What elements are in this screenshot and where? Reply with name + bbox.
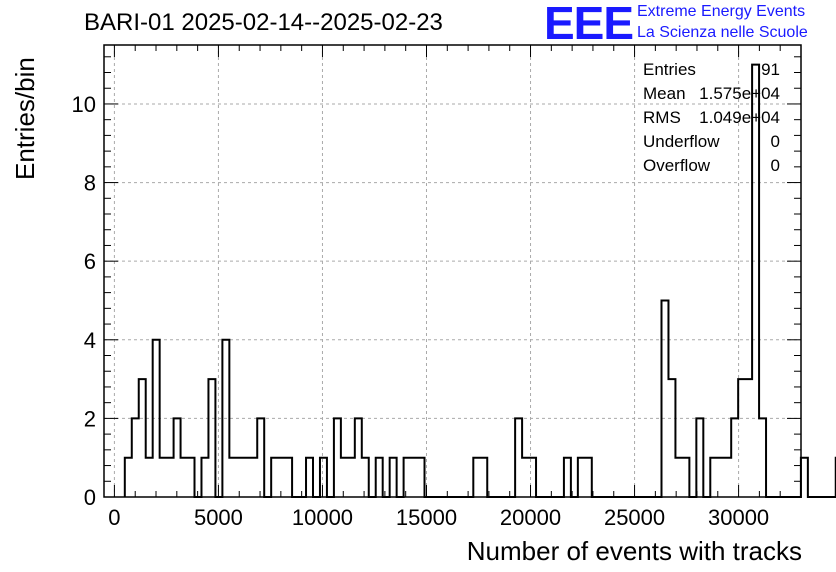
histogram-bin [257, 418, 264, 497]
histogram-bin [473, 458, 480, 497]
histogram-bin [578, 458, 585, 497]
histogram-bin [418, 458, 425, 497]
histogram-bin [731, 418, 738, 497]
logo-line-1: Extreme Energy Events [637, 3, 806, 20]
grid-layer [104, 45, 801, 497]
histogram-bin [348, 458, 355, 497]
x-tick-label: 10000 [292, 505, 353, 530]
histogram-bin [320, 458, 327, 497]
x-tick-label: 0 [108, 505, 120, 530]
stat-name: Overflow [643, 156, 711, 175]
histogram-bin [668, 379, 675, 497]
stat-name: Underflow [643, 132, 720, 151]
histogram-bin [661, 300, 668, 497]
x-tick-label: 20000 [500, 505, 561, 530]
stat-name: Mean [643, 84, 686, 103]
histogram-bin [696, 418, 703, 497]
y-axis-label: Entries/bin [10, 57, 40, 180]
histogram-bin [229, 458, 236, 497]
histogram-bin [201, 458, 208, 497]
histogram-bin [174, 418, 181, 497]
histogram-bin [236, 458, 243, 497]
histogram-bin [801, 458, 808, 497]
histogram-bin [390, 458, 397, 497]
histogram-bin [285, 458, 292, 497]
y-tick-label: 6 [84, 249, 96, 274]
stat-overflow: Overflow 0 [640, 154, 780, 178]
histogram-bin [585, 458, 592, 497]
plot-frame [103, 44, 802, 498]
histogram-bin [362, 458, 369, 497]
axis-frame [103, 44, 802, 498]
stat-value: 1.049e+04 [699, 108, 780, 127]
histogram-bin [355, 418, 362, 497]
stats-box: Entries 91 Mean 1.575e+04 RMS 1.049e+04 … [640, 58, 780, 178]
stat-underflow: Underflow 0 [640, 130, 780, 154]
histogram-bin [306, 458, 313, 497]
axis-ticks [104, 45, 802, 498]
chart-title: BARI-01 2025-02-14--2025-02-23 [84, 9, 443, 36]
histogram-bin [188, 458, 195, 497]
stat-name: Entries [643, 60, 696, 79]
histogram-bin [125, 458, 132, 497]
histogram-bin [759, 418, 766, 497]
stat-rms: RMS 1.049e+04 [640, 106, 780, 130]
histogram-bin [250, 458, 257, 497]
stat-value: 0 [770, 156, 780, 175]
histogram-bin [738, 379, 745, 497]
histogram-bin [334, 418, 341, 497]
tick-labels: 0 5000 10000 15000 20000 25000 30000 0 2 4 6 8 10 [72, 92, 770, 530]
histogram-bin [243, 458, 250, 497]
y-tick-label: 2 [84, 406, 96, 431]
histogram-bin [564, 458, 571, 497]
x-tick-label: 5000 [194, 505, 243, 530]
histogram-bin [724, 458, 731, 497]
histogram-bin [278, 458, 285, 497]
stat-value: 0 [770, 132, 780, 151]
histogram-bin [710, 458, 717, 497]
histogram-bin [376, 458, 383, 497]
histogram-bin [208, 379, 215, 497]
stat-value: 1.575e+04 [699, 84, 780, 103]
x-axis-label: Number of events with tracks [466, 536, 802, 566]
histogram-bin [404, 458, 411, 497]
histogram-bin [160, 458, 167, 497]
stat-value: 91 [761, 60, 780, 79]
y-tick-label: 8 [84, 171, 96, 196]
histogram-bin [717, 458, 724, 497]
y-tick-label: 4 [84, 328, 96, 353]
y-tick-label: 10 [72, 92, 96, 117]
histogram-bin [480, 458, 487, 497]
x-tick-label: 15000 [396, 505, 457, 530]
eee-logo: EEE [544, 0, 634, 49]
histogram-bin [515, 418, 522, 497]
histogram-bin [271, 458, 278, 497]
histogram-bin [522, 458, 529, 497]
x-tick-label: 25000 [604, 505, 665, 530]
histogram-bin [682, 458, 689, 497]
histogram-bin [132, 418, 139, 497]
stat-name: RMS [643, 108, 681, 127]
x-tick-label: 30000 [708, 505, 769, 530]
histogram-bin [139, 379, 146, 497]
y-tick-label: 0 [84, 485, 96, 510]
stat-mean: Mean 1.575e+04 [640, 82, 780, 106]
histogram-bin [181, 458, 188, 497]
logo-line-2: La Scienza nelle Scuole [637, 24, 808, 41]
histogram-bin [411, 458, 418, 497]
histogram-bin [167, 458, 174, 497]
stat-entries: Entries 91 [640, 58, 780, 82]
histogram-bin [341, 458, 348, 497]
histogram-bin [146, 458, 153, 497]
histogram-bin [745, 379, 752, 497]
